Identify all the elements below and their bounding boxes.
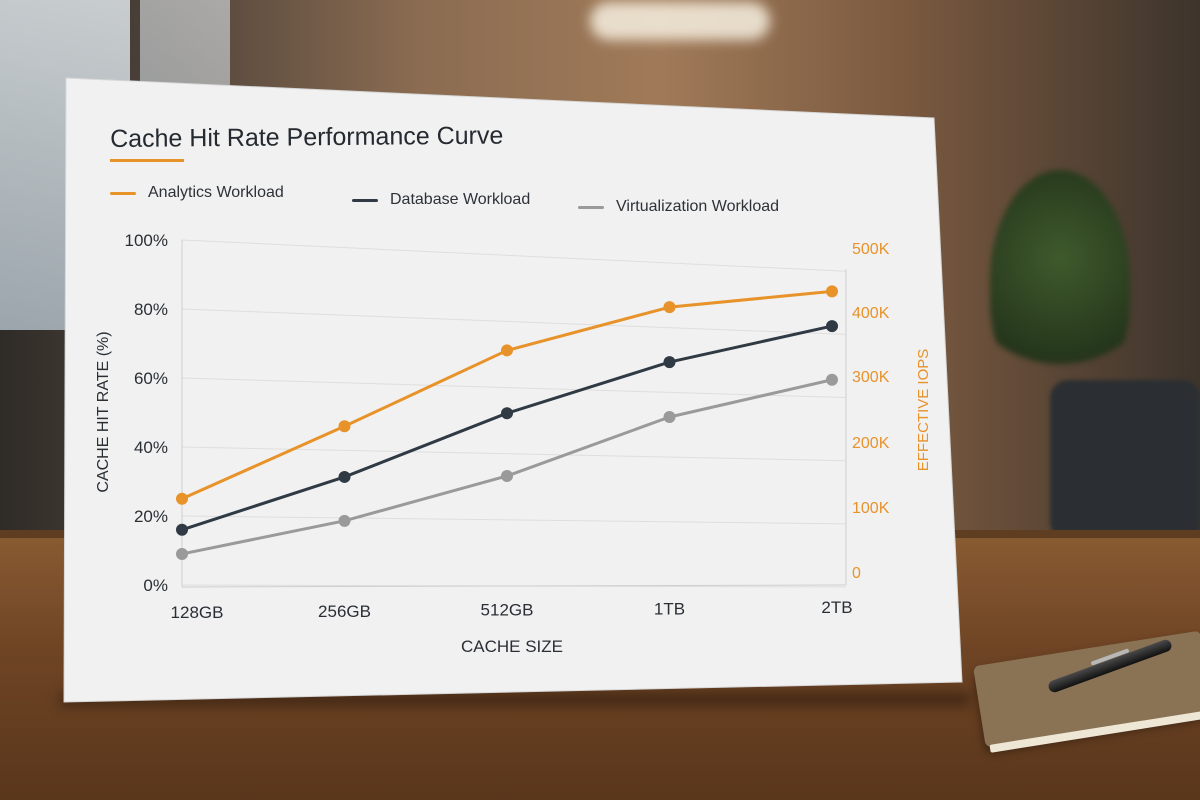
y-tick-label-right: 200K xyxy=(852,435,890,452)
x-tick-label: 2TB xyxy=(821,598,852,617)
card-surface xyxy=(63,77,963,703)
legend-swatch xyxy=(352,198,378,202)
x-tick-label: 128GB xyxy=(171,603,224,622)
data-point xyxy=(826,285,838,298)
background-plant xyxy=(990,170,1130,390)
data-point xyxy=(663,301,676,314)
data-point xyxy=(826,373,838,386)
data-point xyxy=(176,492,188,505)
legend-item: Virtualization Workload xyxy=(578,198,779,216)
x-tick-label: 1TB xyxy=(654,599,685,618)
plot-area: 0% 20% 40% 60% 80% 100% 128GB 256GB 512GB 1TB 2TB C… xyxy=(95,231,932,656)
x-tick-label: 256GB xyxy=(318,602,371,621)
background-chair xyxy=(1050,380,1200,540)
y-axis-title-left: CACHE HIT RATE (%) xyxy=(95,331,112,492)
y-tick-label: 100% xyxy=(125,231,168,250)
gridline xyxy=(181,239,847,272)
y-tick-label: 80% xyxy=(134,300,168,319)
gridline xyxy=(181,515,847,525)
y-tick-label: 0% xyxy=(143,576,168,595)
data-point xyxy=(338,470,351,483)
legend-label: Virtualization Workload xyxy=(616,198,780,215)
legend-item: Analytics Workload xyxy=(110,184,284,202)
legend-swatch xyxy=(110,191,136,195)
data-point xyxy=(176,523,188,536)
data-point xyxy=(501,344,513,357)
data-point xyxy=(663,356,676,369)
data-point xyxy=(501,407,513,420)
y-tick-label-right: 400K xyxy=(852,305,890,322)
y-tick-label-right: 500K xyxy=(852,241,890,258)
legend-label: Database Workload xyxy=(390,191,531,208)
x-axis-title: CACHE SIZE xyxy=(461,637,563,656)
y-tick-label-right: 0 xyxy=(852,565,861,582)
y-tick-label-right: 100K xyxy=(852,500,890,517)
y-tick-label: 60% xyxy=(134,369,168,388)
gridline xyxy=(181,377,847,399)
y-tick-label-right: 300K xyxy=(852,369,890,386)
data-point xyxy=(176,547,188,560)
legend-item: Database Workload xyxy=(352,191,530,209)
ceiling-light xyxy=(590,2,770,40)
y-tick-label: 40% xyxy=(134,438,168,457)
y-axis-title-right: EFFECTIVE IOPS xyxy=(915,349,932,472)
data-point xyxy=(338,420,351,433)
title-underline xyxy=(110,159,184,162)
legend-label: Analytics Workload xyxy=(148,184,284,201)
y-tick-label: 20% xyxy=(134,507,168,526)
data-point xyxy=(663,411,676,424)
chart-title: Cache Hit Rate Performance Curve xyxy=(110,121,504,153)
gridline xyxy=(181,308,847,335)
data-point xyxy=(338,514,351,527)
data-point xyxy=(826,320,838,333)
x-tick-label: 512GB xyxy=(481,601,534,620)
legend-swatch xyxy=(578,205,604,209)
data-point xyxy=(501,469,513,482)
x-axis xyxy=(181,584,847,588)
